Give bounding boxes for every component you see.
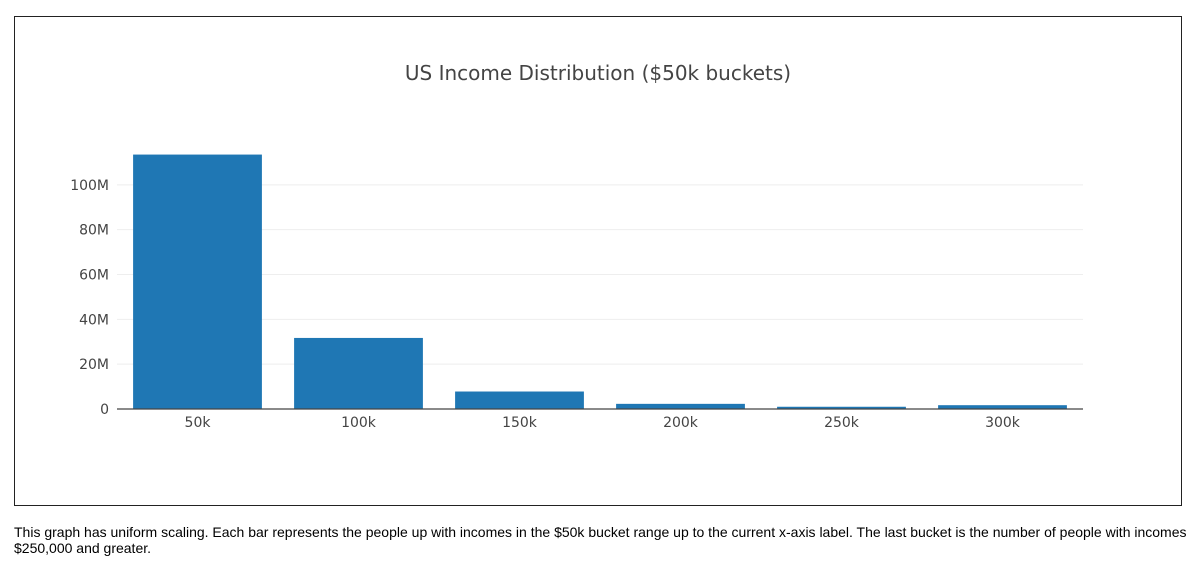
x-tick-label: 100k (341, 415, 377, 431)
bar (777, 406, 906, 409)
bar (294, 337, 423, 409)
chart-caption: This graph has uniform scaling. Each bar… (14, 524, 1187, 556)
bar (938, 405, 1067, 409)
bars (133, 154, 1067, 409)
x-tick-label: 250k (824, 415, 860, 431)
chart-frame: US Income Distribution ($50k buckets) 0 2… (14, 16, 1182, 506)
y-tick-label: 40M (79, 312, 109, 328)
y-tick-label: 100M (70, 178, 109, 194)
y-tick-label: 20M (79, 357, 109, 373)
bar (133, 154, 262, 409)
y-tick-label: 80M (79, 223, 109, 239)
y-tick-label: 60M (79, 268, 109, 284)
axes: 0 20M 40M 60M 80M 100M 50k 100k 150k 200k 250k 300k (70, 178, 1083, 431)
x-tick-label: 50k (185, 415, 212, 431)
bar-chart: US Income Distribution ($50k buckets) 0 2… (70, 61, 1083, 431)
bar (616, 403, 745, 409)
y-tick-label: 0 (100, 402, 109, 418)
x-tick-label: 150k (502, 415, 538, 431)
x-tick-label: 300k (985, 415, 1021, 431)
grid-lines (117, 184, 1083, 365)
chart-title: US Income Distribution ($50k buckets) (405, 61, 791, 85)
bar (455, 391, 584, 409)
x-tick-label: 200k (663, 415, 699, 431)
